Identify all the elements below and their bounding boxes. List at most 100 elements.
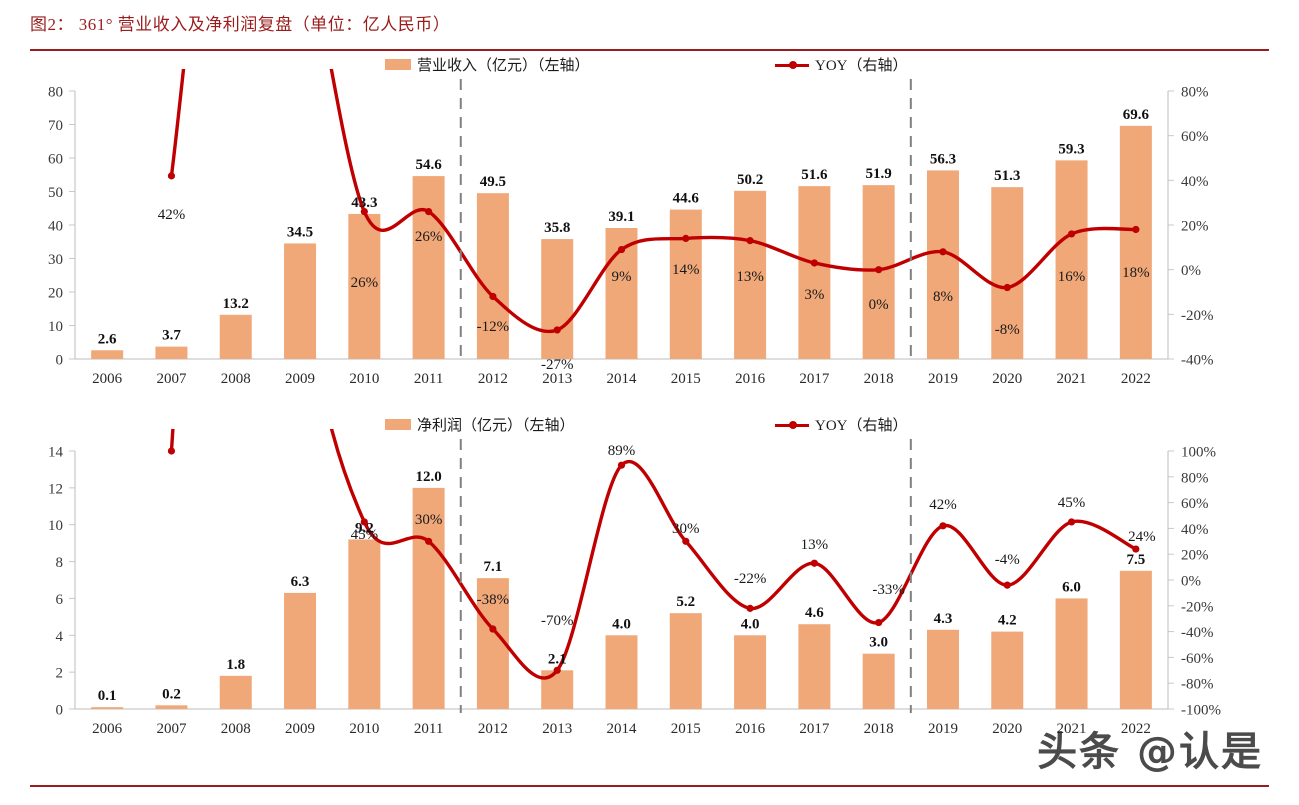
value-label-2007: 0.2 xyxy=(162,686,181,702)
svg-text:10: 10 xyxy=(48,518,63,534)
svg-text:40%: 40% xyxy=(1181,174,1209,190)
x-tick-2017: 2017 xyxy=(799,721,830,737)
pct-label-2017: 13% xyxy=(801,537,829,553)
pct-label-2014: 9% xyxy=(612,269,632,285)
svg-text:60%: 60% xyxy=(1181,129,1209,145)
bar-2010 xyxy=(348,213,381,359)
bar-2012 xyxy=(476,193,509,359)
line-marker-2014 xyxy=(617,245,626,254)
line-marker-2012 xyxy=(489,292,497,301)
pct-label-2016: -22% xyxy=(734,571,767,587)
x-tick-2017: 2017 xyxy=(799,371,830,387)
line-marker-2015 xyxy=(682,537,690,545)
x-tick-2021: 2021 xyxy=(1057,371,1087,387)
svg-text:60%: 60% xyxy=(1181,496,1209,512)
bar-2016 xyxy=(734,635,767,709)
line-marker-2010 xyxy=(360,208,368,216)
line-marker-2012 xyxy=(489,625,497,633)
pct-label-2022: 24% xyxy=(1128,529,1156,545)
footer-divider-rule xyxy=(30,785,1269,787)
bar-2016 xyxy=(734,190,767,359)
value-label-2013: 2.1 xyxy=(548,651,567,667)
svg-text:-20%: -20% xyxy=(1181,308,1214,324)
svg-text:20: 20 xyxy=(48,286,63,302)
bar-2009 xyxy=(284,592,317,709)
line-marker-2018 xyxy=(875,266,883,274)
pct-label-2011: 30% xyxy=(415,512,443,528)
x-tick-2020: 2020 xyxy=(992,371,1022,387)
pct-label-2010: 26% xyxy=(351,275,379,291)
line-marker-2013 xyxy=(553,326,561,334)
legend-item-yoy[interactable]: YOY（右轴） xyxy=(775,54,908,75)
net-profit-chart: 净利润（亿元）（左轴） YOY（右轴） 0 2 4 6 8 10 12 14 100% 80% 60… xyxy=(0,411,1299,771)
svg-text:0: 0 xyxy=(56,703,64,719)
net-profit-plot: 0 2 4 6 8 10 12 14 100% 80% 60% 40% 20% 0% -20% -40% -60… xyxy=(48,429,1221,737)
value-label-2008: 1.8 xyxy=(226,657,245,673)
bar-2008 xyxy=(219,675,252,709)
value-label-2022: 7.5 xyxy=(1126,552,1145,568)
svg-text:20%: 20% xyxy=(1181,219,1209,235)
line-marker-icon xyxy=(775,418,809,432)
svg-text:60: 60 xyxy=(48,152,63,168)
value-label-2019: 56.3 xyxy=(930,151,956,167)
pct-label-2014: 89% xyxy=(608,443,636,459)
svg-text:-60%: -60% xyxy=(1181,651,1214,667)
x-tick-2011: 2011 xyxy=(414,371,443,387)
bar-2020 xyxy=(991,631,1024,709)
line-marker-2019 xyxy=(939,522,947,530)
value-label-2006: 0.1 xyxy=(98,688,117,704)
svg-text:40%: 40% xyxy=(1181,522,1209,538)
x-tick-2019: 2019 xyxy=(928,371,958,387)
x-tick-2013: 2013 xyxy=(542,371,572,387)
svg-text:50: 50 xyxy=(48,185,63,201)
legend-item-revenue[interactable]: 营业收入（亿元）（左轴） xyxy=(385,54,590,75)
bar-2021 xyxy=(1055,160,1088,359)
value-label-2011: 12.0 xyxy=(415,469,441,485)
value-label-2010: 9.2 xyxy=(355,520,374,536)
pct-label-2018: -33% xyxy=(872,582,905,598)
pct-label-2013: -70% xyxy=(541,613,574,629)
value-label-2018: 3.0 xyxy=(869,635,888,651)
legend-item-yoy[interactable]: YOY（右轴） xyxy=(775,414,908,435)
value-label-2016: 50.2 xyxy=(737,172,763,188)
svg-text:10: 10 xyxy=(48,319,63,335)
svg-text:-40%: -40% xyxy=(1181,353,1214,369)
line-marker-2022 xyxy=(1132,225,1140,234)
x-tick-2012: 2012 xyxy=(478,721,508,737)
svg-text:-20%: -20% xyxy=(1181,599,1214,615)
bar-2006 xyxy=(91,707,124,709)
chart-header: 图2： 361° 营业收入及净利润复盘（单位：亿人民币） xyxy=(0,0,1299,43)
x-tick-2008: 2008 xyxy=(221,371,251,387)
x-tick-2006: 2006 xyxy=(92,721,123,737)
legend-item-net-profit[interactable]: 净利润（亿元）（左轴） xyxy=(385,414,575,435)
svg-text:-80%: -80% xyxy=(1181,677,1214,693)
x-tick-2021: 2021 xyxy=(1057,721,1087,737)
watermark: 头条 @认是 xyxy=(1037,729,1263,775)
bar-2007 xyxy=(155,705,188,709)
svg-text:100%: 100% xyxy=(1181,445,1216,461)
value-label-2015: 44.6 xyxy=(673,191,700,207)
value-label-2019: 4.3 xyxy=(934,611,953,627)
svg-text:0%: 0% xyxy=(1181,574,1201,590)
pct-label-2016: 13% xyxy=(736,269,764,285)
bar-2011 xyxy=(412,487,445,709)
x-tick-2012: 2012 xyxy=(478,371,508,387)
bar-2013 xyxy=(541,239,574,359)
pct-label-2020: -8% xyxy=(995,322,1020,338)
svg-text:80: 80 xyxy=(48,85,63,101)
bar-2017 xyxy=(798,186,831,359)
svg-text:8: 8 xyxy=(56,555,64,571)
bar-2007 xyxy=(155,346,188,359)
value-label-2017: 51.6 xyxy=(801,167,828,183)
line-marker-2007 xyxy=(167,447,176,455)
value-label-2009: 34.5 xyxy=(287,224,313,240)
x-tick-2014: 2014 xyxy=(607,721,638,737)
revenue-legend: 营业收入（亿元）（左轴） YOY（右轴） xyxy=(0,51,1299,79)
x-tick-2018: 2018 xyxy=(864,721,894,737)
bar-2022 xyxy=(1119,125,1152,359)
value-label-2006: 2.6 xyxy=(98,331,117,347)
x-tick-2016: 2016 xyxy=(735,371,766,387)
svg-text:14: 14 xyxy=(48,445,64,461)
bar-2008 xyxy=(219,314,252,359)
svg-text:20%: 20% xyxy=(1181,548,1209,564)
